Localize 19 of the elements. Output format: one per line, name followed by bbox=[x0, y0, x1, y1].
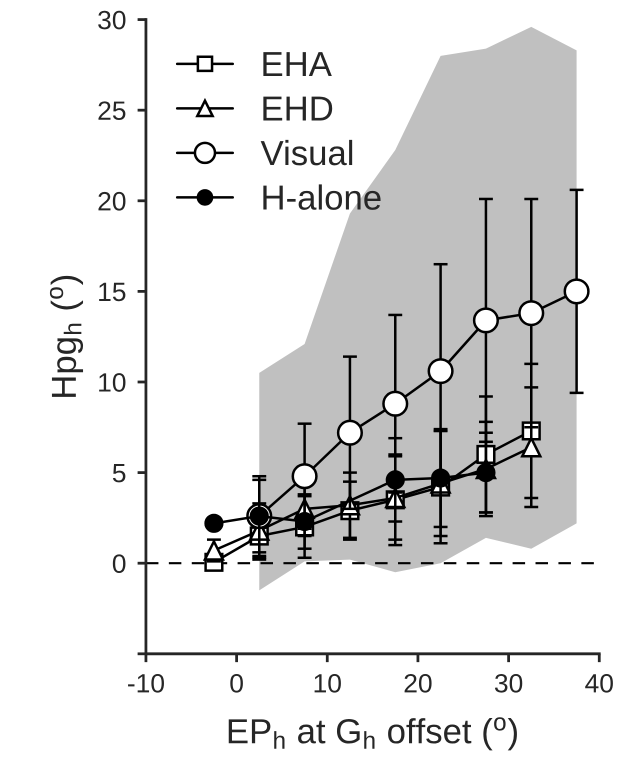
x-axis-title: EP$_{h}$ at G$_{h}$ offset ($^{o}$) bbox=[228, 717, 517, 750]
y-axis-title: Hpg$_{h}$ ($^{o}$) bbox=[50, 276, 84, 397]
legend-label: EHA bbox=[263, 52, 332, 76]
legend-label: H-alone bbox=[263, 184, 381, 210]
y-tick-label: 10 bbox=[99, 373, 126, 392]
x-tick-label: -10 bbox=[128, 674, 164, 693]
y-tick-label: 20 bbox=[98, 192, 126, 211]
x-tick-label: 0 bbox=[230, 674, 243, 693]
y-tick-label: 25 bbox=[98, 101, 126, 120]
x-tick-label: 40 bbox=[585, 674, 613, 693]
legend-label: EHD bbox=[263, 96, 332, 121]
x-tick-label: 10 bbox=[314, 674, 341, 693]
legend-label: Visual bbox=[260, 140, 352, 166]
x-tick-label: 20 bbox=[404, 674, 432, 693]
y-tick-label: 5 bbox=[112, 464, 126, 482]
y-tick-label: 0 bbox=[112, 554, 126, 574]
y-tick-label: 30 bbox=[98, 10, 126, 30]
x-tick-label: 30 bbox=[494, 674, 522, 693]
y-tick-label: 15 bbox=[99, 282, 126, 302]
